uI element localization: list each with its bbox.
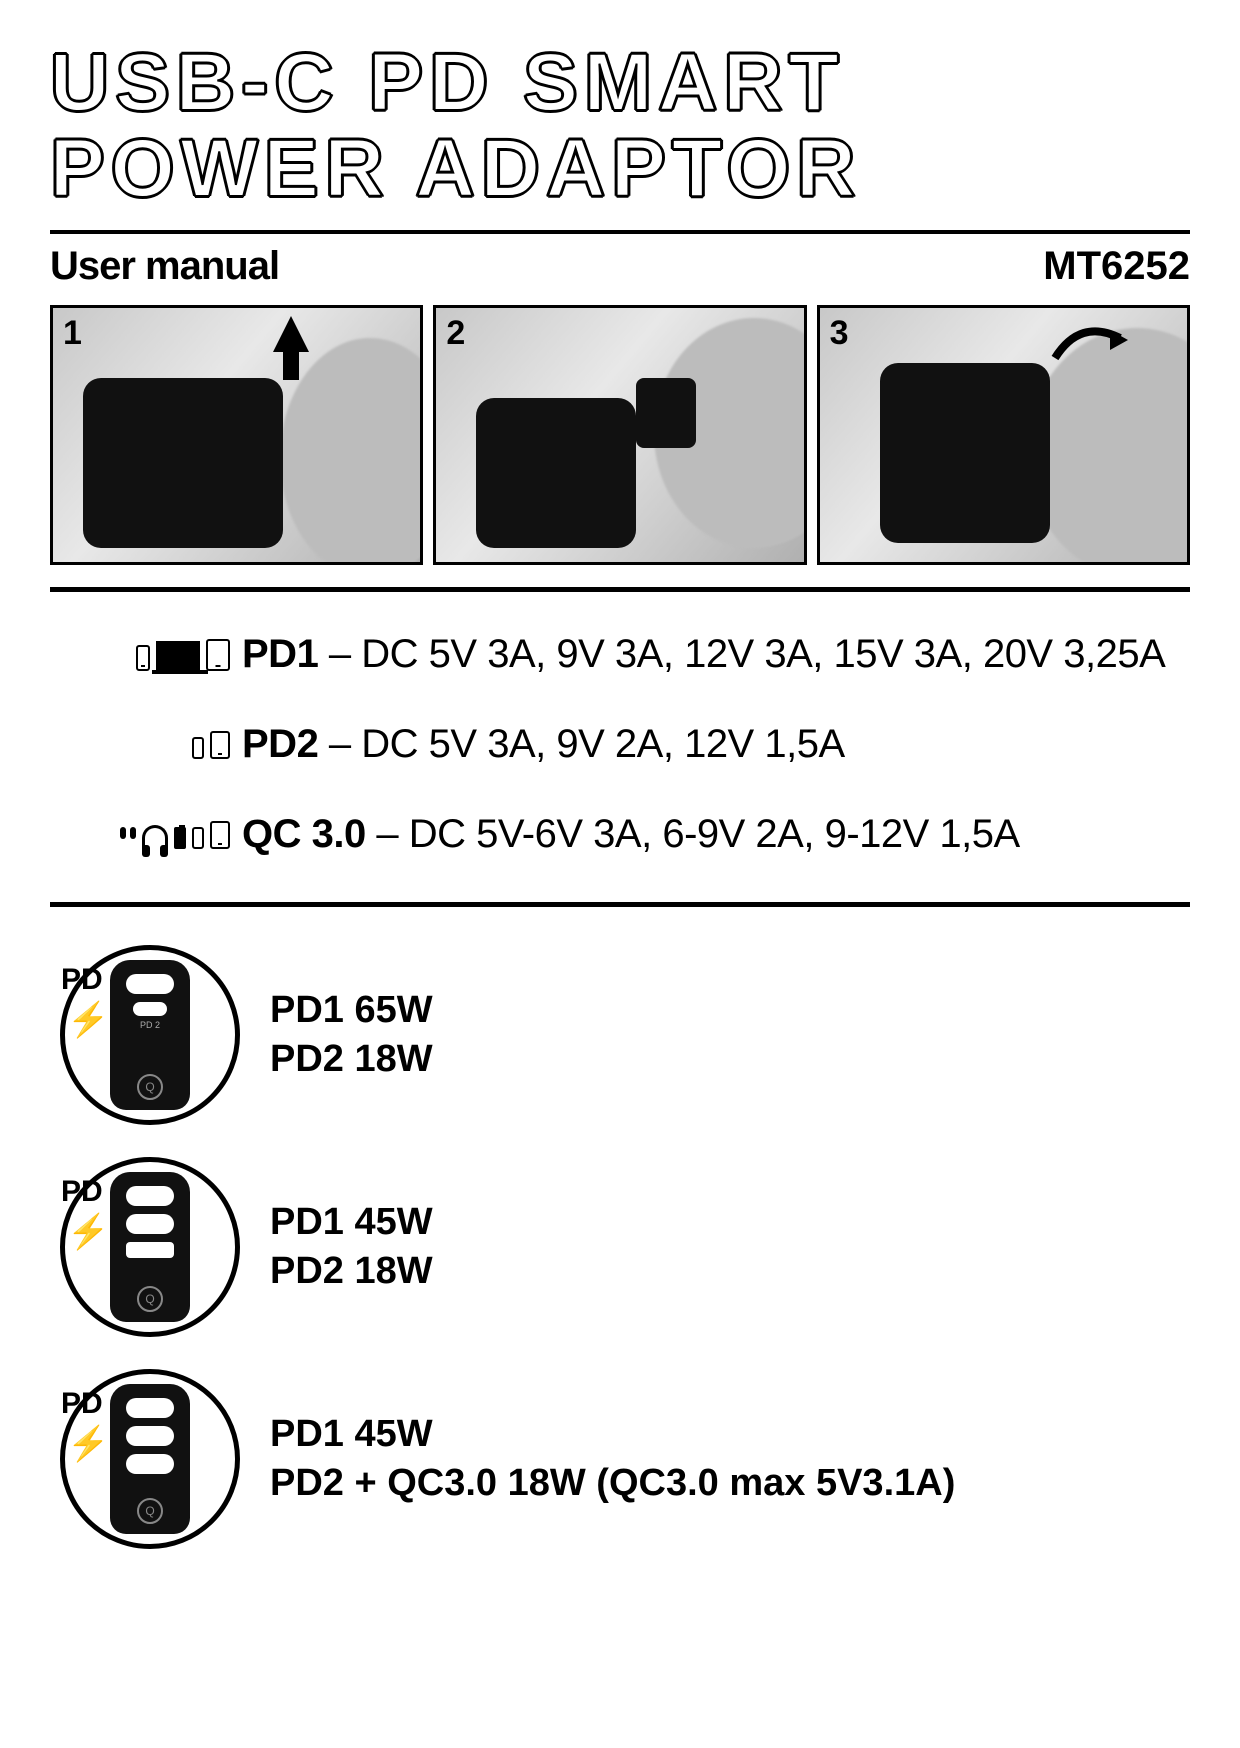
hand-illustration: [280, 338, 423, 565]
product-title: USB-C PD SMART POWER ADAPTOR: [50, 40, 1190, 212]
user-manual-label: User manual: [50, 244, 279, 289]
combo-2-line-2: PD2 18W: [270, 1247, 433, 1296]
step-3: 3: [817, 305, 1190, 565]
port-usb-a-icon: [126, 1242, 174, 1258]
spec-row-qc: QC 3.0 – DC 5V-6V 3A, 6-9V 2A, 9-12V 1,5…: [50, 812, 1190, 857]
phone-icon: [192, 737, 204, 759]
pd2-value: DC 5V 3A, 9V 2A, 12V 1,5A: [361, 722, 844, 766]
combo-3-text: PD1 45W PD2 + QC3.0 18W (QC3.0 max 5V3.1…: [270, 1410, 955, 1509]
bolt-icon: ⚡: [67, 1212, 109, 1252]
pd2-device-icons: [50, 731, 230, 759]
tablet-icon: [210, 821, 230, 849]
arrow-curve-icon: [1050, 318, 1130, 368]
combo-3-line-1: PD1 45W: [270, 1410, 955, 1459]
spec-row-pd1: PD1 – DC 5V 3A, 9V 3A, 12V 3A, 15V 3A, 2…: [50, 632, 1190, 677]
port-pd1-icon: [126, 1186, 174, 1206]
title-line-2: POWER ADAPTOR: [50, 126, 1190, 212]
tablet-icon: [206, 639, 230, 671]
tablet-icon: [210, 731, 230, 759]
headphones-icon: [142, 825, 168, 849]
pd1-label: PD1: [242, 632, 318, 676]
adaptor-illustration: [880, 363, 1050, 543]
combo-1-text: PD1 65W PD2 18W: [270, 986, 433, 1085]
pd-badge: PD: [61, 1180, 103, 1204]
qc-spec-text: QC 3.0 – DC 5V-6V 3A, 6-9V 2A, 9-12V 1,5…: [242, 812, 1020, 857]
spec-row-pd2: PD2 – DC 5V 3A, 9V 2A, 12V 1,5A: [50, 722, 1190, 767]
arrow-up-icon: [273, 316, 309, 352]
title-line-1: USB-C PD SMART: [50, 37, 845, 128]
port-pd2-icon: [126, 1426, 174, 1446]
combo-row-2: PD ⚡ Q PD1 45W PD2 18W: [50, 1147, 1190, 1347]
combo-1-line-1: PD1 65W: [270, 986, 433, 1035]
adaptor-illustration: [476, 398, 636, 548]
pd-badge: PD: [61, 968, 103, 992]
pd1-value: DC 5V 3A, 9V 3A, 12V 3A, 15V 3A, 20V 3,2…: [361, 632, 1165, 676]
combo-3-diagram: PD ⚡ Q: [60, 1369, 240, 1549]
divider-mid: [50, 587, 1190, 592]
pd1-spec-text: PD1 – DC 5V 3A, 9V 3A, 12V 3A, 15V 3A, 2…: [242, 632, 1165, 677]
powerbank-icon: [174, 827, 186, 849]
qc-ring-icon: Q: [137, 1286, 163, 1312]
spec-section: PD1 – DC 5V 3A, 9V 3A, 12V 3A, 15V 3A, 2…: [50, 632, 1190, 857]
combo-section: PD ⚡ PD 2 Q PD1 65W PD2 18W PD ⚡: [50, 935, 1190, 1559]
port-usb-a-icon: [126, 1454, 174, 1474]
qc-value: DC 5V-6V 3A, 6-9V 2A, 9-12V 1,5A: [409, 812, 1020, 856]
step-2-number: 2: [446, 314, 465, 353]
step-figures: 1 2 3: [50, 305, 1190, 565]
combo-row-3: PD ⚡ Q PD1 45W PD2 + QC3.0 18W (QC3.0 ma…: [50, 1359, 1190, 1559]
phone-icon: [136, 645, 150, 671]
step-1: 1: [50, 305, 423, 565]
port-pd2-icon: [126, 1214, 174, 1234]
combo-2-diagram: PD ⚡ Q: [60, 1157, 240, 1337]
adaptor-ports-illustration: Q: [110, 1384, 190, 1534]
pd1-device-icons: [50, 639, 230, 671]
qc-ring-icon: Q: [137, 1498, 163, 1524]
divider-lower: [50, 902, 1190, 907]
pd-badge: PD: [61, 1392, 103, 1416]
pd2-spec-text: PD2 – DC 5V 3A, 9V 2A, 12V 1,5A: [242, 722, 845, 767]
step-1-number: 1: [63, 314, 82, 353]
step-3-number: 3: [830, 314, 849, 353]
plug-illustration: [636, 378, 696, 448]
adaptor-ports-illustration: PD 2 Q: [110, 960, 190, 1110]
combo-2-line-1: PD1 45W: [270, 1198, 433, 1247]
combo-1-diagram: PD ⚡ PD 2 Q: [60, 945, 240, 1125]
model-number: MT6252: [1043, 244, 1190, 289]
adaptor-ports-illustration: Q: [110, 1172, 190, 1322]
divider-top: [50, 230, 1190, 234]
earbuds-icon: [120, 827, 136, 849]
port-pd2-label: PD 2: [140, 1020, 160, 1030]
laptop-icon: [156, 641, 200, 671]
adaptor-illustration: [83, 378, 283, 548]
qc-label: QC 3.0: [242, 812, 366, 856]
combo-2-text: PD1 45W PD2 18W: [270, 1198, 433, 1297]
bolt-icon: ⚡: [67, 1000, 109, 1040]
pd2-label: PD2: [242, 722, 318, 766]
port-pd1-icon: [126, 1398, 174, 1418]
step-2: 2: [433, 305, 806, 565]
combo-1-line-2: PD2 18W: [270, 1035, 433, 1084]
phone-icon: [192, 827, 204, 849]
port-pd2-icon: [133, 1002, 167, 1016]
subheading-row: User manual MT6252: [50, 244, 1190, 289]
combo-3-line-2: PD2 + QC3.0 18W (QC3.0 max 5V3.1A): [270, 1459, 955, 1508]
port-pd1-icon: [126, 974, 174, 994]
bolt-icon: ⚡: [67, 1424, 109, 1464]
qc-device-icons: [50, 821, 230, 849]
combo-row-1: PD ⚡ PD 2 Q PD1 65W PD2 18W: [50, 935, 1190, 1135]
qc-ring-icon: Q: [137, 1074, 163, 1100]
